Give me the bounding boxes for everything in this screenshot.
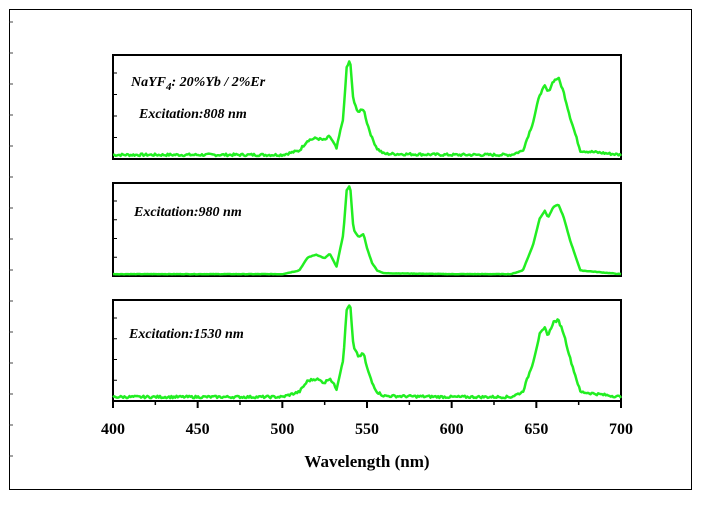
panel-label-excitation: Excitation:808 nm: [138, 107, 247, 122]
panel-1530nm: Excitation:1530 nm: [112, 299, 623, 402]
spectrum-line: [112, 60, 622, 158]
spectrum-line: [112, 304, 623, 400]
x-tick-label: 550: [355, 421, 379, 438]
x-tick-label: 400: [101, 421, 125, 438]
compound-rest: : 20%Yb / 2%Er: [172, 75, 266, 90]
panel-label-excitation: Excitation:1530 nm: [128, 327, 244, 342]
compound-base: NaYF: [130, 75, 167, 90]
outer-frame: [9, 9, 692, 490]
x-tick-label: 650: [524, 421, 548, 438]
x-tick-label: 450: [186, 421, 210, 438]
outer-frame-ticks: [9, 21, 13, 457]
panel-808nm: NaYF4: 20%Yb / 2%Er Excitation:808 nm: [112, 54, 622, 160]
panel-frame: [112, 182, 622, 277]
compound-subscript: 4: [165, 81, 172, 93]
x-tick-label: 500: [270, 421, 294, 438]
x-tick-label: 600: [440, 421, 464, 438]
spectrum-line: [112, 185, 622, 276]
x-tick-label: 700: [609, 421, 633, 438]
panel-frame: [112, 299, 622, 402]
panel-label-excitation: Excitation:980 nm: [133, 205, 242, 220]
panel-frame: [112, 54, 622, 160]
panel-label-line1: NaYF4: 20%Yb / 2%Er: [130, 75, 266, 93]
x-axis-title: Wavelength (nm): [304, 452, 429, 471]
panel-980nm: Excitation:980 nm: [112, 182, 622, 277]
x-axis: 400 450 500 550 600 650 700: [101, 401, 633, 438]
